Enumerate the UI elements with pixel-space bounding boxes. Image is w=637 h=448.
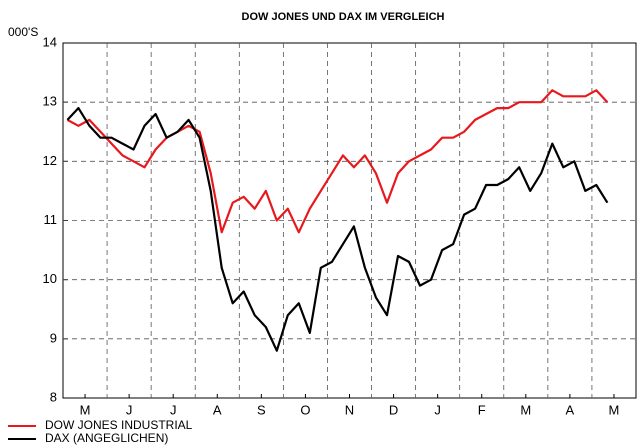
x-tick-label: S — [257, 402, 266, 417]
x-tick-label: J — [126, 402, 133, 417]
x-tick-label: M — [80, 402, 91, 417]
x-tick-label: F — [478, 402, 486, 417]
x-tick-label: N — [345, 402, 354, 417]
series-line — [66, 107, 609, 352]
x-tick-label: O — [300, 402, 310, 417]
y-tick-label: 11 — [44, 212, 58, 227]
chart-title: DOW JONES UND DAX IM VERGLEICH — [242, 11, 445, 23]
y-tick-label: 14 — [43, 34, 57, 49]
x-tick-label: A — [566, 402, 575, 417]
y-axis-label: 000'S — [8, 25, 38, 39]
y-tick-label: 9 — [50, 330, 57, 345]
y-tick-label: 12 — [43, 153, 57, 168]
x-tick-label: J — [434, 402, 441, 417]
legend-label: DAX (ANGEGLICHEN) — [45, 431, 168, 445]
y-tick-label: 10 — [43, 271, 57, 286]
y-tick-label: 8 — [50, 389, 57, 404]
series-line — [66, 89, 609, 234]
x-tick-label: M — [520, 402, 531, 417]
x-tick-label: D — [389, 402, 398, 417]
x-tick-label: J — [170, 402, 177, 417]
y-tick-label: 13 — [43, 94, 57, 109]
x-tick-label: A — [213, 402, 222, 417]
legend-label: DOW JONES INDUSTRIAL — [45, 418, 193, 432]
x-tick-label: M — [609, 402, 620, 417]
